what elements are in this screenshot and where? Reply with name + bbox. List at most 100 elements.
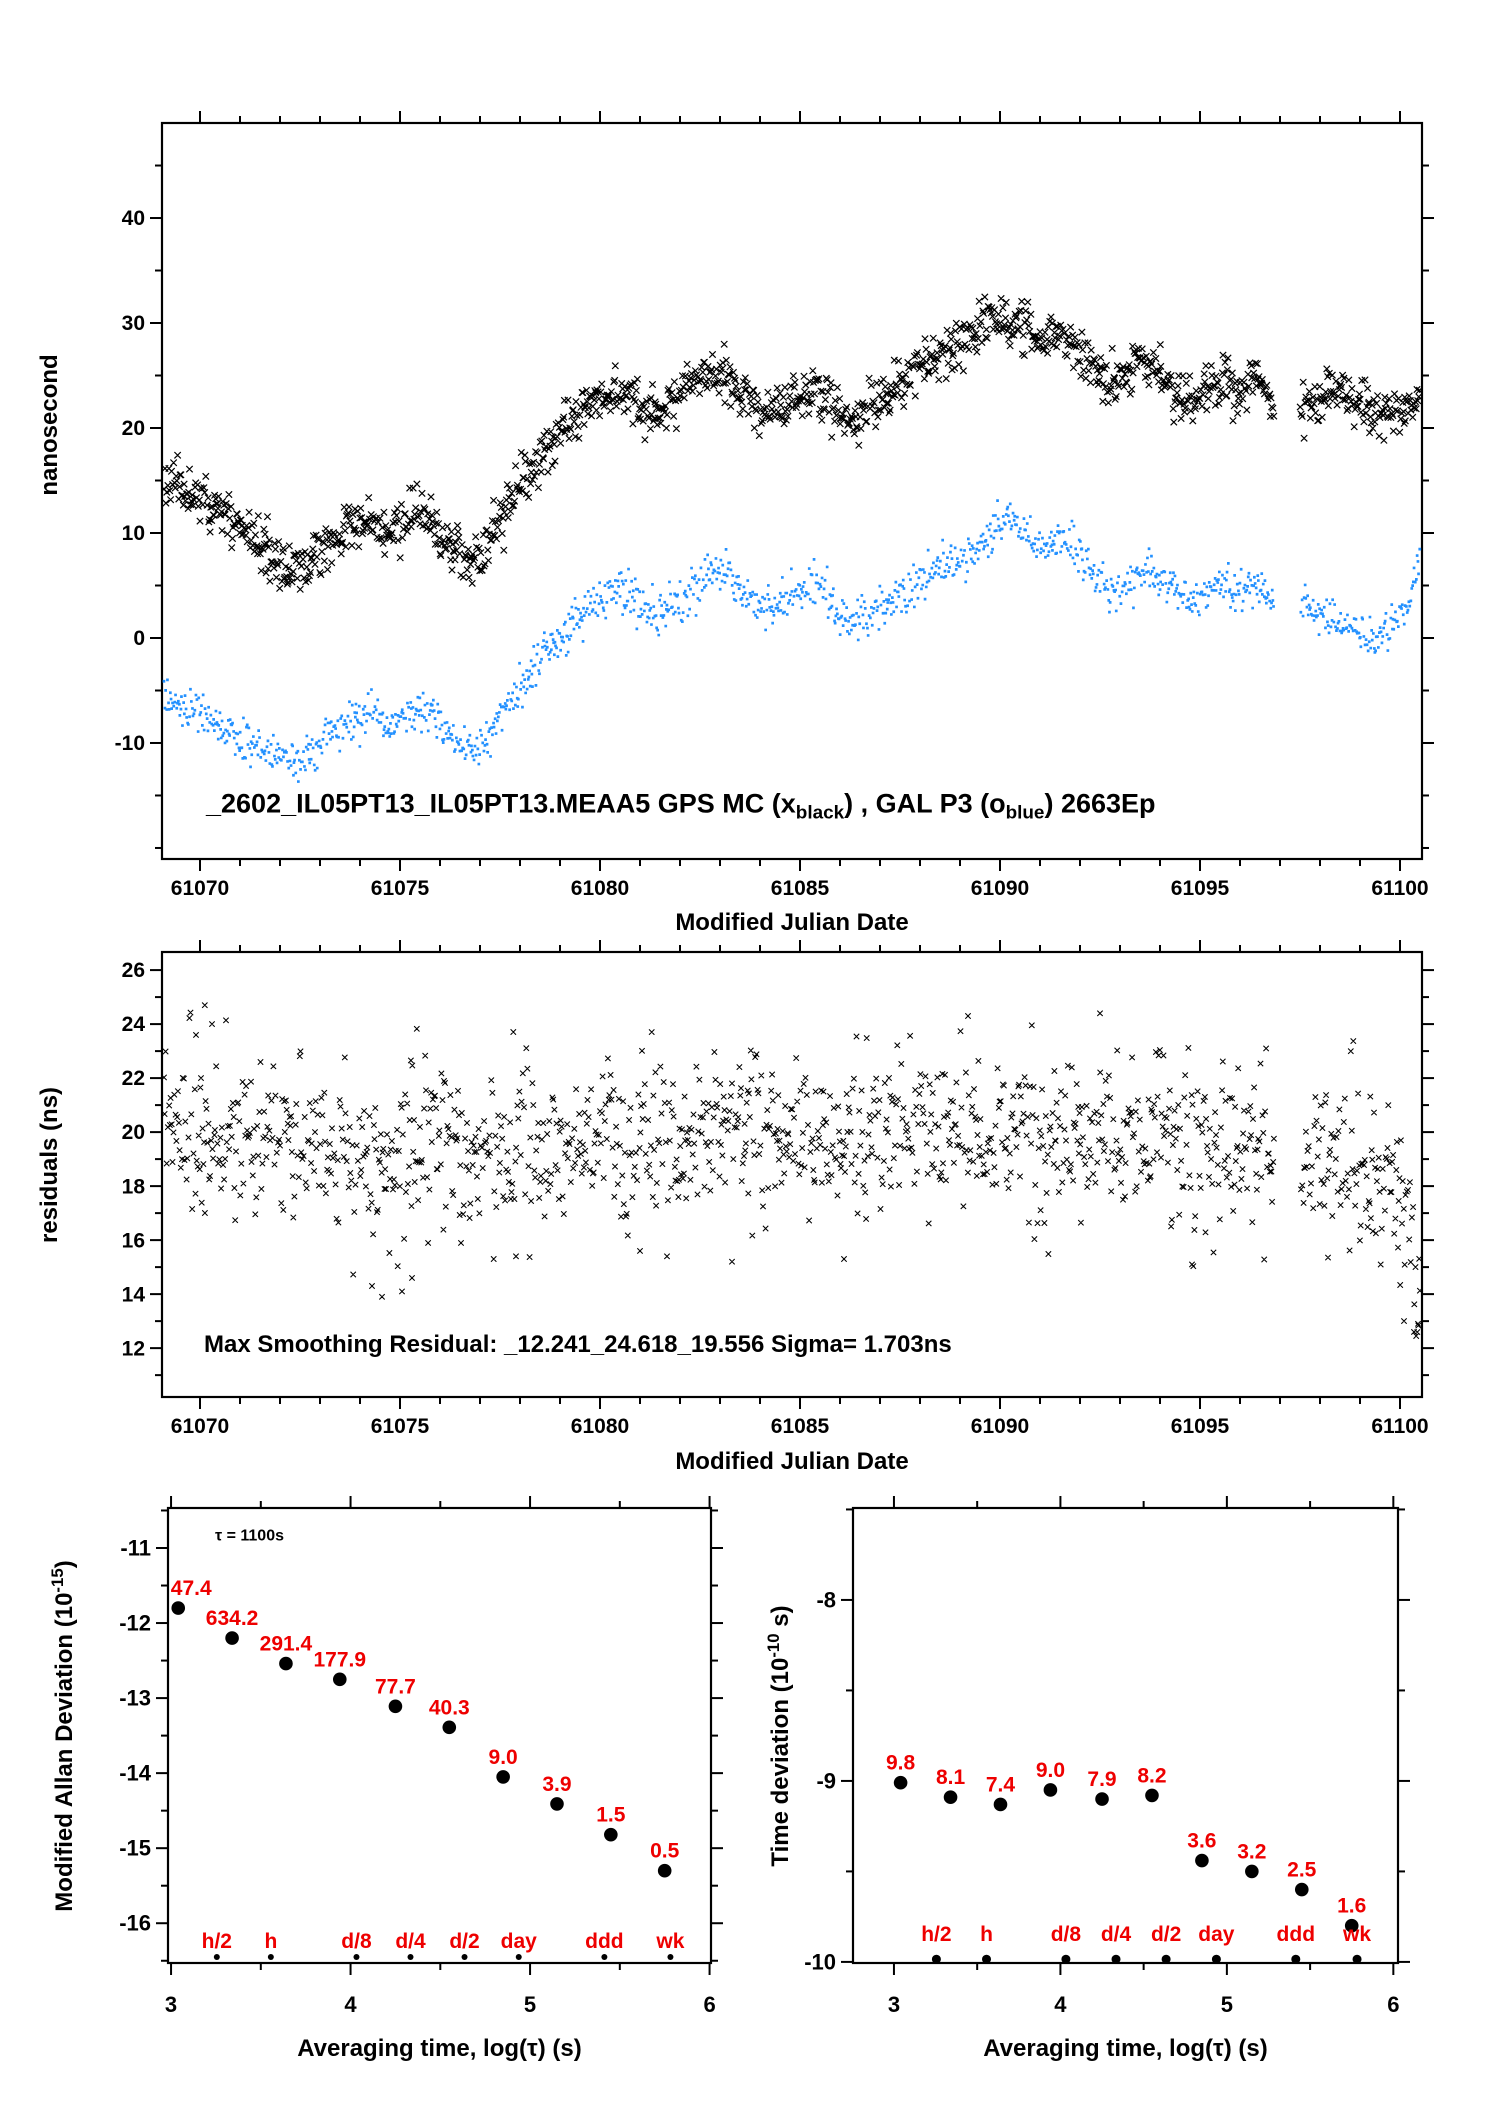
x-tick-label: 3 [165, 1992, 177, 2017]
point-value-label: 3.2 [1237, 1840, 1266, 1863]
data-point [1095, 1792, 1109, 1806]
middle-frame [160, 950, 1424, 1399]
middle-y-tick-labels: 12 14 16 18 20 22 24 26 [122, 959, 146, 1360]
point-value-label: 3.6 [1187, 1830, 1216, 1853]
x-tick-label: 61100 [1371, 1415, 1428, 1438]
data-point [993, 1797, 1008, 1812]
gal-p3-series [162, 499, 1422, 783]
x-tick-label: 3 [888, 1992, 900, 2017]
data-point [550, 1797, 564, 1811]
data-point [442, 1720, 457, 1735]
point-value-label: 9.8 [886, 1752, 916, 1775]
gps-mc-series [161, 293, 1423, 593]
x-tick-label: 61070 [171, 877, 229, 900]
bottom-right-y-tick-labels: -10 -9 -8 [804, 1587, 836, 1974]
point-value-label: 9.0 [489, 1746, 518, 1769]
point-value-label: 2.5 [1287, 1859, 1317, 1882]
point-value-label: 634.2 [206, 1607, 259, 1630]
y-tick-label: 16 [122, 1229, 145, 1252]
data-point [657, 1863, 672, 1878]
x-tick-label: 61080 [571, 877, 629, 900]
top-ticks [150, 111, 1434, 871]
y-tick-label: -16 [119, 1911, 151, 1936]
y-tick-label: -13 [119, 1686, 151, 1711]
tdev-series [893, 1775, 1359, 1933]
x-tick-label: 61075 [371, 877, 430, 900]
ladder-dot [267, 1953, 274, 1960]
point-value-label: 77.7 [375, 1675, 416, 1698]
bottom-right-x-axis-title: Averaging time, log(τ) (s) [983, 2035, 1268, 2062]
data-point [496, 1770, 510, 1784]
ladder-label: d/2 [1151, 1923, 1181, 1946]
y-tick-label: 20 [122, 1121, 145, 1144]
y-tick-label: 24 [122, 1013, 146, 1036]
y-tick-label: 12 [122, 1337, 145, 1360]
point-value-label: 9.0 [1036, 1759, 1065, 1782]
ladder-label: d/4 [395, 1930, 426, 1953]
y-tick-label: -8 [816, 1587, 836, 1612]
middle-x-axis-title: Modified Julian Date [675, 1448, 908, 1475]
middle-x-tick-labels: 61070 61075 61080 61085 61090 61095 61100 [171, 1415, 1429, 1438]
y-tick-label: -15 [119, 1836, 151, 1861]
x-tick-label: 61070 [171, 1415, 229, 1438]
ladder-dot [1061, 1954, 1071, 1964]
ladder-label: d/8 [341, 1930, 372, 1953]
ladder-dot [667, 1953, 674, 1960]
ladder-dot [1111, 1954, 1121, 1964]
point-value-label: 177.9 [314, 1648, 367, 1671]
data-point [1294, 1882, 1309, 1897]
point-value-label: 1.6 [1337, 1895, 1366, 1918]
ladder-dot [461, 1953, 468, 1960]
x-tick-label: 61080 [571, 1415, 629, 1438]
ladder-label: day [1198, 1923, 1235, 1946]
middle-y-axis-title: residuals (ns) [36, 1087, 63, 1243]
bottom-right-y-axis-title: Time deviation (10-10 s) [764, 1605, 794, 1866]
data-point [1145, 1788, 1159, 1803]
point-value-label: 1.5 [596, 1804, 626, 1827]
y-tick-label: -10 [115, 732, 145, 755]
data-point [1344, 1918, 1359, 1933]
y-tick-label: -10 [804, 1949, 836, 1974]
point-value-label: 291.4 [260, 1633, 313, 1656]
bottom-left-ticks [156, 1496, 723, 1975]
bottom-left-panel: 3 4 5 6 -16 -15 -14 -13 -12 -11 Averaging time, lo… [48, 1496, 723, 2062]
point-value-label: 47.4 [171, 1577, 212, 1600]
data-point [171, 1601, 186, 1615]
data-point [225, 1631, 239, 1645]
top-x-axis-title: Modified Julian Date [675, 909, 908, 936]
x-tick-label: 61075 [371, 1415, 430, 1438]
ladder-label: h [980, 1923, 993, 1946]
ladder-label: d/2 [449, 1930, 479, 1953]
tau-annotation: τ = 1100s [215, 1527, 284, 1544]
y-tick-label: 14 [122, 1283, 146, 1306]
ladder-label: ddd [585, 1930, 623, 1953]
bottom-right-frame [851, 1506, 1400, 1965]
data-point [332, 1672, 347, 1687]
y-tick-label: -9 [816, 1768, 836, 1793]
x-tick-label: 6 [1387, 1992, 1399, 2017]
x-tick-label: 61085 [771, 1415, 830, 1438]
bottom-right-x-tick-labels: 3 4 5 6 [888, 1992, 1400, 2017]
x-tick-label: 4 [344, 1992, 357, 2017]
point-value-label: 40.3 [429, 1696, 470, 1719]
data-point [279, 1656, 293, 1671]
data-point [604, 1827, 618, 1842]
top-panel: 61070 61075 61080 61085 61090 61095 61100 -10 0 1… [36, 111, 1434, 936]
data-point [893, 1775, 908, 1790]
ladder-label: wk [655, 1930, 684, 1953]
ladder-dot [407, 1953, 414, 1960]
top-y-tick-labels: -10 0 10 20 30 40 [115, 207, 145, 755]
ladder-dot [353, 1953, 360, 1960]
data-point [1043, 1783, 1058, 1797]
data-point [1195, 1853, 1209, 1868]
point-value-label: 7.9 [1087, 1768, 1116, 1791]
top-frame [160, 121, 1424, 861]
y-tick-label: 20 [122, 417, 145, 440]
ladder-dot [982, 1954, 992, 1964]
y-tick-label: 40 [122, 207, 145, 230]
x-tick-label: 5 [524, 1992, 536, 2017]
y-tick-label: 10 [122, 522, 145, 545]
point-value-label: 8.2 [1137, 1764, 1166, 1787]
